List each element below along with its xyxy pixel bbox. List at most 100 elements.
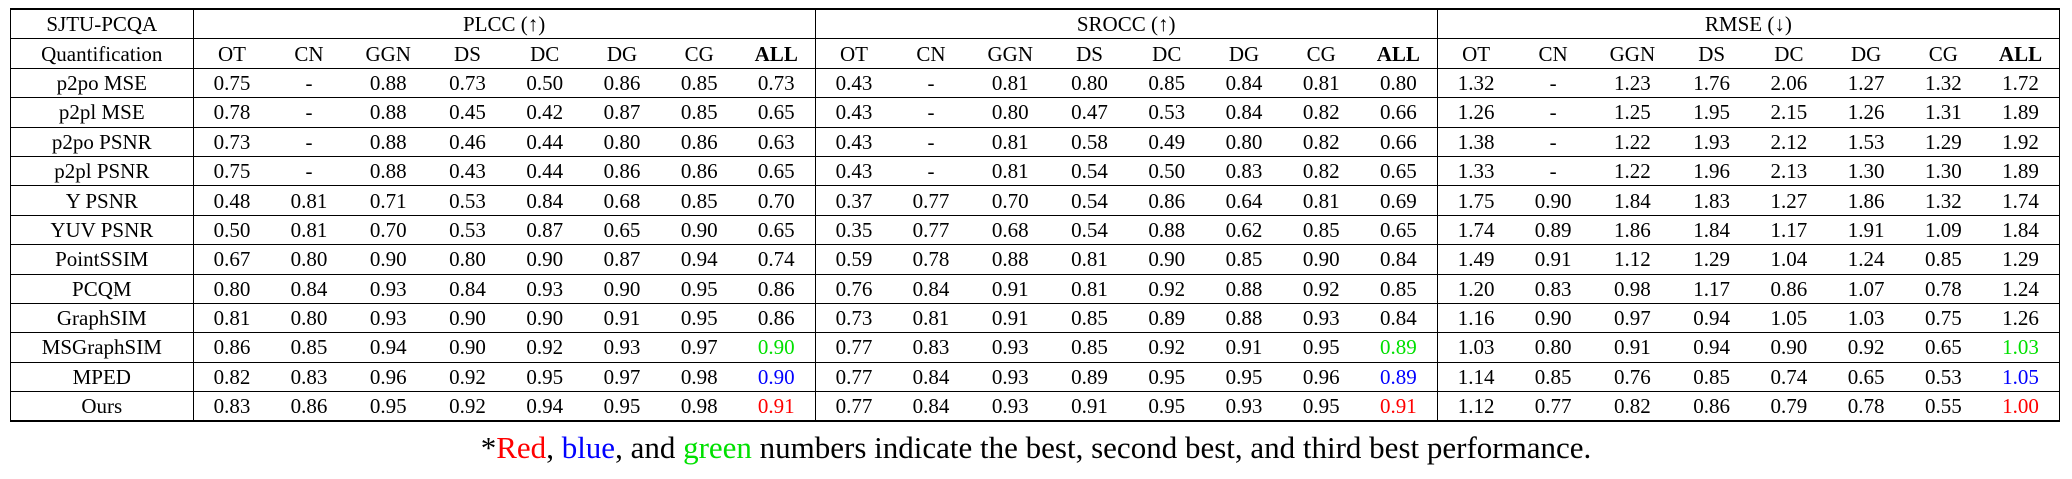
metric-cell: 1.95 <box>1673 97 1751 128</box>
metric-cell: 0.88 <box>1205 303 1283 334</box>
metric-cell: 1.30 <box>1827 156 1905 187</box>
metric-cell: 0.80 <box>428 244 507 275</box>
metric-cell: 1.26 <box>1982 303 2061 334</box>
column-header-srocc-ds: DS <box>1050 38 1129 69</box>
metric-cell: 0.69 <box>1359 185 1438 216</box>
table-row: p2pl PSNR 0.75-0.88 0.43 0.44 0.86 0.86 0.65 0.… <box>10 156 2061 187</box>
metric-cell: 0.95 <box>660 303 738 334</box>
metric-cell: 1.09 <box>1904 215 1983 246</box>
metric-cell: 0.85 <box>1673 362 1751 393</box>
metric-cell: 0.95 <box>506 362 584 393</box>
metric-cell: 1.29 <box>1982 244 2061 275</box>
method-name: MSGraphSIM <box>10 332 194 363</box>
metric-cell: 0.87 <box>506 215 584 246</box>
metric-cell: 1.03 <box>1436 332 1515 363</box>
column-header-rmse-ds: DS <box>1673 38 1751 69</box>
metric-cell: 0.88 <box>969 244 1051 275</box>
metric-cell: 0.93 <box>1282 303 1360 334</box>
metric-cell: 0.74 <box>1750 362 1828 393</box>
metric-cell: 1.29 <box>1904 127 1983 157</box>
metric-cell: 0.62 <box>1205 215 1283 246</box>
metric-cell: 1.30 <box>1904 156 1983 187</box>
method-name: p2pl MSE <box>10 97 194 128</box>
metric-cell: 1.32 <box>1904 185 1983 216</box>
metric-cell: 0.43 <box>814 156 893 187</box>
metric-cell: 1.74 <box>1436 215 1515 246</box>
metric-cell: 1.16 <box>1436 303 1515 334</box>
metric-cell: 0.87 <box>583 97 661 128</box>
method-name: GraphSIM <box>10 303 194 334</box>
method-name: Ours <box>10 391 194 423</box>
metric-cell: 1.72 <box>1982 68 2061 99</box>
column-header-srocc-ot: OT <box>814 38 893 69</box>
metric-cell: 0.53 <box>428 185 507 216</box>
metric-cell: 0.88 <box>347 156 429 187</box>
metric-cell: 2.15 <box>1750 97 1828 128</box>
metric-cell: 0.92 <box>428 391 507 423</box>
metric-cell: 0.86 <box>737 274 816 304</box>
metric-cell: 0.95 <box>1282 391 1360 423</box>
metric-cell: 0.50 <box>192 215 271 246</box>
metric-cell: 0.81 <box>969 127 1051 157</box>
metric-cell: 0.43 <box>814 127 893 157</box>
metric-cell: 0.84 <box>892 391 970 423</box>
metric-cell: 0.54 <box>1050 185 1129 216</box>
metric-cell: 1.05 <box>1750 303 1828 334</box>
metric-cell: 0.86 <box>1673 391 1751 423</box>
metric-cell: 0.70 <box>347 215 429 246</box>
metric-cell: 0.65 <box>583 215 661 246</box>
metric-cell: 1.25 <box>1591 97 1674 128</box>
metric-cell: 0.70 <box>737 185 816 216</box>
metric-cell: 0.91 <box>1359 391 1438 423</box>
metric-cell: 0.48 <box>192 185 271 216</box>
metric-cell: 0.93 <box>1205 391 1283 423</box>
metric-cell: 0.80 <box>583 127 661 157</box>
metric-cell: 0.83 <box>192 391 271 423</box>
metric-cell: 1.26 <box>1827 97 1905 128</box>
metric-cell: 1.93 <box>1673 127 1751 157</box>
metric-cell: 1.22 <box>1591 127 1674 157</box>
metric-cell: 1.14 <box>1436 362 1515 393</box>
metric-cell: 0.43 <box>814 68 893 99</box>
metric-cell: 0.37 <box>814 185 893 216</box>
table-row: Ours 0.83 0.86 0.95 0.92 0.94 0.95 0.98 0.91 0.77… <box>10 391 2061 423</box>
metric-cell: 1.75 <box>1436 185 1515 216</box>
metric-cell: 0.75 <box>192 68 271 99</box>
metric-cell: 0.73 <box>737 68 816 99</box>
metric-cell: 0.89 <box>1514 215 1592 246</box>
metric-cell: 0.86 <box>1750 274 1828 304</box>
metric-cell: 0.93 <box>583 332 661 363</box>
metric-cell: 1.23 <box>1591 68 1674 99</box>
metric-cell: 0.66 <box>1359 127 1438 157</box>
metric-cell: 1.20 <box>1436 274 1515 304</box>
metric-cell: 0.93 <box>347 274 429 304</box>
metric-cell: 0.81 <box>1050 274 1129 304</box>
metric-cell: 1.84 <box>1591 185 1674 216</box>
metric-cell: 0.90 <box>583 274 661 304</box>
metric-cell: 0.43 <box>814 97 893 128</box>
metric-cell: 0.91 <box>969 303 1051 334</box>
caption-red-word: Red <box>496 430 547 465</box>
column-header-plcc-ot: OT <box>192 38 271 69</box>
metric-cell: 0.65 <box>1827 362 1905 393</box>
metric-cell: - <box>1514 127 1592 157</box>
metric-cell: 0.84 <box>892 362 970 393</box>
metric-cell: 0.86 <box>583 156 661 187</box>
table-caption: *Red, blue, and green numbers indicate t… <box>0 430 2072 466</box>
metric-cell: - <box>1514 68 1592 99</box>
metric-cell: 0.44 <box>506 156 584 187</box>
metric-cell: 1.17 <box>1750 215 1828 246</box>
metric-cell: 0.59 <box>814 244 893 275</box>
metric-cell: 2.13 <box>1750 156 1828 187</box>
metric-cell: 1.31 <box>1904 97 1983 128</box>
metric-cell: 0.81 <box>969 156 1051 187</box>
metric-cell: 1.22 <box>1591 156 1674 187</box>
metric-cell: 1.89 <box>1982 156 2061 187</box>
metric-cell: 0.90 <box>428 332 507 363</box>
metric-cell: 0.84 <box>1205 68 1283 99</box>
metric-cell: 0.80 <box>1205 127 1283 157</box>
metric-cell: 0.90 <box>428 303 507 334</box>
metric-cell: 0.97 <box>1591 303 1674 334</box>
metric-cell: 0.95 <box>1282 332 1360 363</box>
metric-cell: 0.78 <box>1827 391 1905 423</box>
